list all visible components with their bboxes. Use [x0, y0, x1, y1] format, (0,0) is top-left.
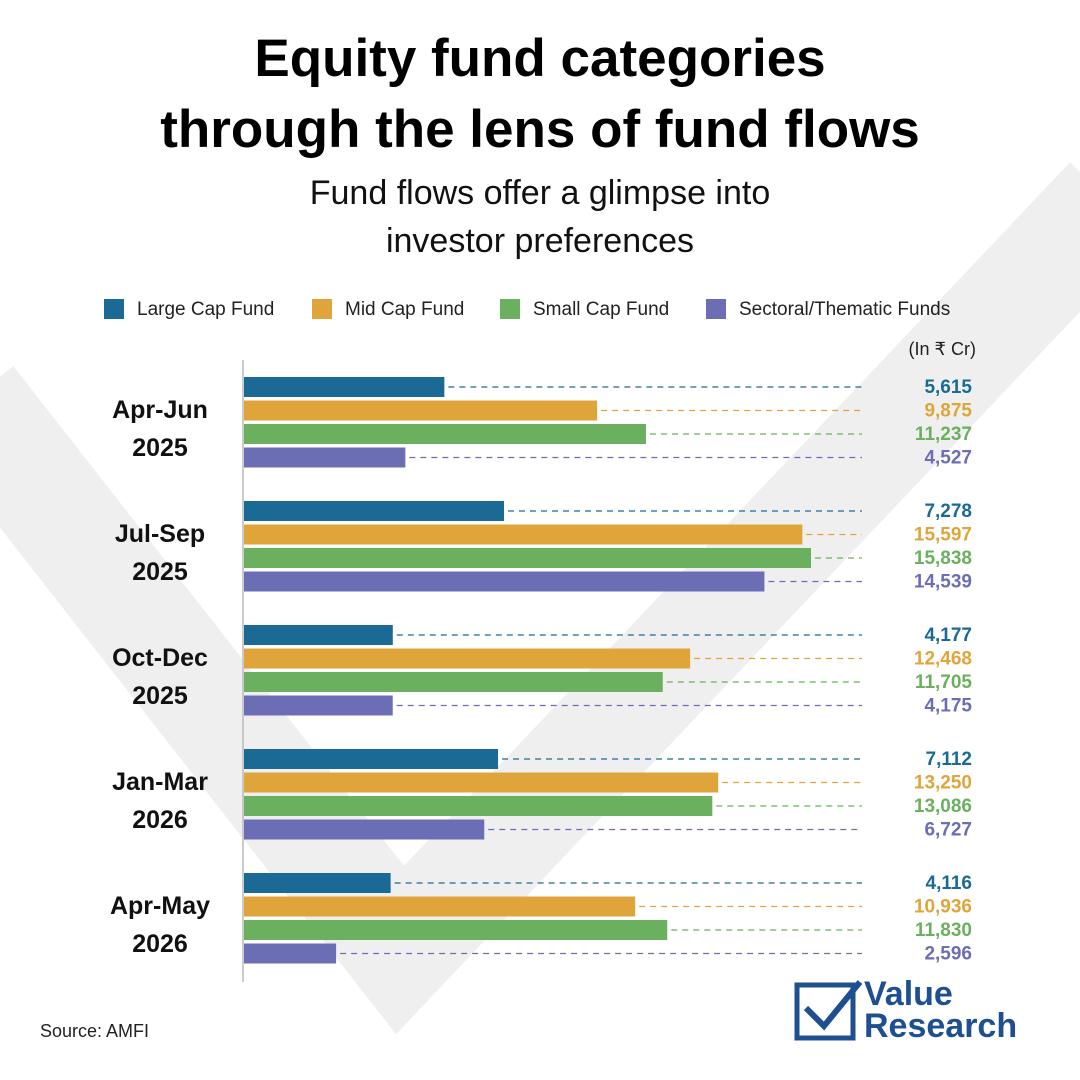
chart-title: through the lens of fund flows: [160, 100, 920, 159]
bar: [244, 424, 646, 444]
category-label: Apr-Jun 2025: [112, 396, 208, 462]
value-label: 11,830: [915, 920, 972, 941]
value-label: 7,278: [924, 501, 972, 522]
legend-label: Small Cap Fund: [533, 299, 669, 320]
bar: [244, 672, 663, 692]
bar: [244, 772, 719, 793]
chart-subtitle: investor preferences: [386, 222, 694, 260]
category-label: Oct-Dec 2025: [112, 644, 208, 710]
bar: [244, 377, 445, 397]
bar: [244, 571, 765, 592]
bar: [244, 648, 691, 669]
value-label: 13,250: [914, 773, 972, 794]
value-label: 15,597: [914, 525, 972, 546]
value-label: 11,237: [915, 424, 972, 445]
logo-text: Research: [864, 1007, 1017, 1045]
value-label: 4,527: [924, 448, 972, 469]
legend-label: Large Cap Fund: [137, 299, 274, 320]
logo-box: [794, 982, 856, 1041]
value-label: 12,468: [914, 649, 972, 670]
bar: [244, 447, 406, 468]
bar: [244, 749, 499, 769]
value-label: 7,112: [926, 749, 973, 770]
category-label: Apr-May 2026: [109, 892, 210, 958]
value-label: 4,175: [924, 696, 972, 717]
bar: [244, 943, 337, 964]
bar: [244, 695, 393, 716]
bar: [244, 873, 391, 893]
logo: Value Research: [794, 975, 1017, 1045]
bar: [244, 819, 485, 840]
bar: [244, 548, 811, 568]
value-label: 4,177: [924, 625, 972, 646]
logo-text: Value: [864, 975, 953, 1013]
value-label: 14,539: [914, 572, 972, 593]
logo-check: [803, 980, 863, 1031]
value-label: 5,615: [924, 377, 972, 398]
legend-swatch: [706, 299, 726, 319]
bar: [244, 501, 505, 521]
bar: [244, 400, 598, 421]
bar: [244, 896, 636, 917]
value-label: 4,116: [926, 873, 973, 894]
watermark: [0, 162, 1080, 1035]
chart-title: Equity fund categories: [254, 29, 825, 88]
category-label: Jan-Mar 2026: [112, 768, 208, 834]
value-label: 11,705: [915, 672, 972, 693]
bar: [244, 524, 803, 545]
value-label: 13,086: [914, 796, 972, 817]
value-label: 15,838: [914, 548, 972, 569]
value-label: 9,875: [924, 401, 972, 422]
unit-label: (In ₹ Cr): [909, 339, 976, 359]
legend-label: Mid Cap Fund: [345, 299, 464, 320]
bar: [244, 920, 668, 940]
value-label: 6,727: [924, 820, 972, 841]
legend-swatch: [312, 299, 332, 319]
bar: [244, 625, 393, 645]
value-label: 10,936: [914, 897, 972, 918]
source: Source: AMFI: [40, 1021, 149, 1041]
legend-swatch: [500, 299, 520, 319]
legend-swatch: [104, 299, 124, 319]
bar: [244, 796, 713, 816]
value-label: 2,596: [924, 944, 972, 965]
category-label: Jul-Sep 2025: [114, 520, 206, 586]
chart-subtitle: Fund flows offer a glimpse into: [310, 174, 771, 212]
legend-label: Sectoral/Thematic Funds: [739, 299, 950, 320]
